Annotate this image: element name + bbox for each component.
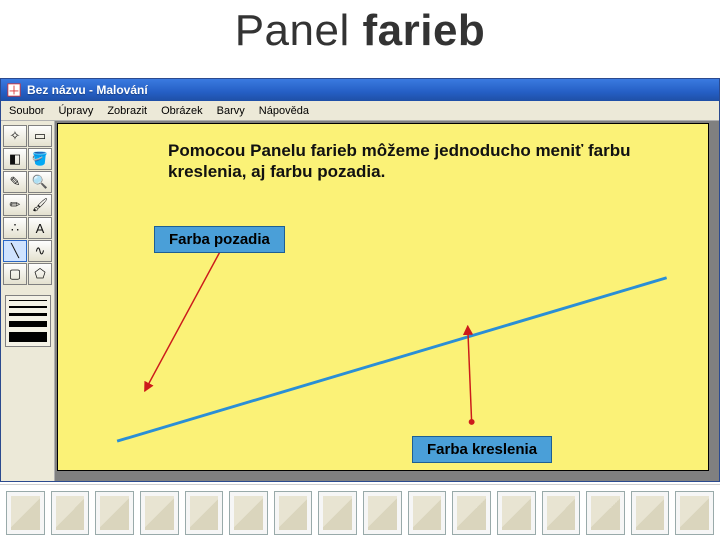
picker-tool[interactable]: ✎	[3, 171, 27, 193]
slide-title-heavy: farieb	[362, 6, 485, 55]
drawing-canvas[interactable]: Pomocou Panelu farieb môžeme jednoducho …	[57, 123, 709, 471]
free-select-tool[interactable]: ✧	[3, 125, 27, 147]
slide-thumbnail[interactable]	[274, 491, 313, 535]
slide-thumbnail[interactable]	[497, 491, 536, 535]
line-weight-5[interactable]	[9, 332, 47, 342]
menubar: Soubor Úpravy Zobrazit Obrázek Barvy Náp…	[1, 101, 719, 121]
text-tool[interactable]: A	[28, 217, 52, 239]
paint-app-icon	[7, 83, 21, 97]
menu-napoveda[interactable]: Nápověda	[259, 105, 309, 117]
callout-background-color: Farba pozadia	[154, 226, 285, 253]
slide-thumbnail[interactable]	[363, 491, 402, 535]
arrow-to-background	[145, 246, 225, 391]
slide-thumbnail[interactable]	[140, 491, 179, 535]
window-title: Bez názvu - Malování	[27, 83, 148, 97]
rect-select-tool[interactable]: ▭	[28, 125, 52, 147]
rect-tool[interactable]: ▢	[3, 263, 27, 285]
slide-thumbnail[interactable]	[408, 491, 447, 535]
slide-thumbnail[interactable]	[542, 491, 581, 535]
slide-thumbnail[interactable]	[95, 491, 134, 535]
arrow-to-foreground	[468, 326, 475, 425]
slide-thumbnail[interactable]	[229, 491, 268, 535]
slide-thumbnail[interactable]	[6, 491, 45, 535]
pencil-tool[interactable]: ✏	[3, 194, 27, 216]
drawn-line	[117, 278, 667, 441]
slide-thumbnail[interactable]	[675, 491, 714, 535]
line-weight-3[interactable]	[9, 313, 47, 316]
slide-thumbnail[interactable]	[631, 491, 670, 535]
menu-barvy[interactable]: Barvy	[217, 105, 245, 117]
menu-zobrazit[interactable]: Zobrazit	[107, 105, 147, 117]
slide-title: Panel farieb	[0, 0, 720, 56]
line-weight-1[interactable]	[9, 300, 47, 301]
fill-tool[interactable]: 🪣	[28, 148, 52, 170]
brush-tool[interactable]: 🖌	[28, 194, 52, 216]
slide-thumbnail[interactable]	[51, 491, 90, 535]
window-titlebar: Bez názvu - Malování	[1, 79, 719, 101]
line-weight-2[interactable]	[9, 306, 47, 308]
line-weight-4[interactable]	[9, 321, 47, 327]
slide-thumbnail[interactable]	[318, 491, 357, 535]
slide-thumbnail[interactable]	[452, 491, 491, 535]
canvas-frame: Pomocou Panelu farieb môžeme jednoducho …	[55, 121, 719, 481]
workspace: ✧▭◧🪣✎🔍✏🖌∴A╲∿▢⬠ Pomocou Panelu farieb môž…	[1, 121, 719, 481]
tool-grid: ✧▭◧🪣✎🔍✏🖌∴A╲∿▢⬠	[3, 125, 52, 285]
toolbox: ✧▭◧🪣✎🔍✏🖌∴A╲∿▢⬠	[1, 121, 55, 481]
eraser-tool[interactable]: ◧	[3, 148, 27, 170]
curve-tool[interactable]: ∿	[28, 240, 52, 262]
polygon-tool[interactable]: ⬠	[28, 263, 52, 285]
paint-window: Bez názvu - Malování Soubor Úpravy Zobra…	[0, 78, 720, 482]
spray-tool[interactable]: ∴	[3, 217, 27, 239]
slide-thumbnails-strip	[0, 484, 720, 540]
callout-foreground-color: Farba kreslenia	[412, 436, 552, 463]
slide-thumbnail[interactable]	[586, 491, 625, 535]
slide-thumbnail[interactable]	[185, 491, 224, 535]
menu-obrazek[interactable]: Obrázek	[161, 105, 203, 117]
slide-title-thin: Panel	[235, 6, 350, 55]
magnify-tool[interactable]: 🔍	[28, 171, 52, 193]
info-text: Pomocou Panelu farieb môžeme jednoducho …	[168, 140, 668, 183]
line-weight-selector[interactable]	[5, 295, 51, 347]
menu-soubor[interactable]: Soubor	[9, 105, 44, 117]
menu-upravy[interactable]: Úpravy	[58, 105, 93, 117]
line-tool[interactable]: ╲	[3, 240, 27, 262]
